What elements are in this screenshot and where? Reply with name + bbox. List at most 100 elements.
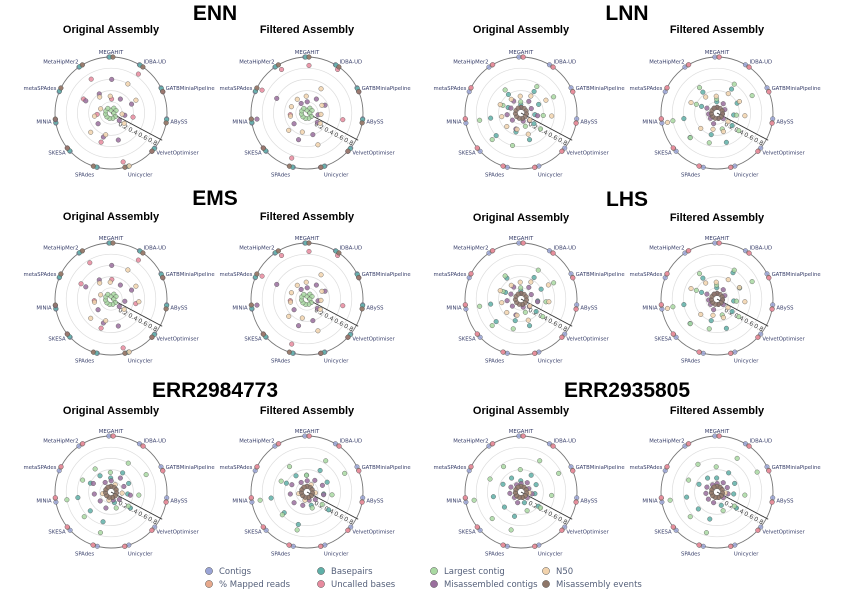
data-point xyxy=(490,441,496,447)
radial-tick-label: 0.6 xyxy=(137,317,149,328)
data-point xyxy=(551,280,557,286)
grid-ring xyxy=(683,458,751,526)
data-point xyxy=(556,470,562,476)
data-point xyxy=(755,148,761,154)
legend-item: Misassembly events xyxy=(542,580,642,590)
data-point xyxy=(313,282,319,288)
radial-tick-label: 0.8 xyxy=(147,323,159,334)
data-point xyxy=(287,491,293,497)
data-point xyxy=(318,272,324,278)
assembler-label: ABySS xyxy=(170,499,188,505)
data-point xyxy=(294,527,300,533)
data-point xyxy=(551,94,557,100)
data-point xyxy=(731,81,737,87)
data-point xyxy=(706,326,712,332)
data-point xyxy=(507,490,513,496)
data-point xyxy=(509,117,515,123)
legend-label: Misassembly events xyxy=(556,580,642,590)
data-point xyxy=(545,282,551,288)
radial-tick-label: 0.8 xyxy=(753,137,765,148)
data-point xyxy=(518,285,524,291)
legend-swatch xyxy=(542,580,550,588)
data-point xyxy=(304,99,310,105)
data-point xyxy=(525,317,531,323)
radial-tick-label: 0.6 xyxy=(547,510,559,521)
data-point xyxy=(704,105,710,111)
data-point xyxy=(468,271,474,277)
assembler-label: metaSPAdes xyxy=(24,86,57,92)
polar-panel: Filtered Assembly0.20.40.60.8MEGAHITIDBA… xyxy=(630,405,821,558)
data-point xyxy=(315,328,321,334)
assembler-label: VelvetOptimiser xyxy=(352,150,395,156)
data-point xyxy=(98,292,104,298)
data-point xyxy=(766,275,772,281)
data-point xyxy=(520,54,526,60)
data-point xyxy=(303,472,309,478)
assembler-label: Unicycler xyxy=(538,552,563,558)
data-point xyxy=(107,469,113,475)
radial-tick-label: 0.8 xyxy=(557,516,569,527)
panel-title: Original Assembly xyxy=(63,24,160,36)
data-point xyxy=(522,123,528,129)
data-point xyxy=(681,116,687,122)
data-point xyxy=(345,527,351,533)
dataset-title: ERR2984773 xyxy=(152,379,278,402)
data-point xyxy=(306,248,312,254)
data-point xyxy=(700,89,706,95)
grid-ring xyxy=(671,446,763,538)
data-point xyxy=(296,137,302,143)
assembler-label: IDBA-UD xyxy=(143,60,166,66)
data-point xyxy=(140,250,146,256)
data-point xyxy=(90,542,96,548)
data-point xyxy=(306,62,312,68)
assembler-label: ABySS xyxy=(580,306,598,312)
data-point xyxy=(531,88,537,94)
data-point xyxy=(340,117,346,123)
data-point xyxy=(122,298,128,304)
data-point xyxy=(291,500,297,506)
legend: Contigs Basepairs Largest contig N50 % Mappe… xyxy=(205,567,642,590)
data-point xyxy=(510,143,516,149)
data-point xyxy=(313,96,319,102)
legend-label: % Mapped reads xyxy=(219,580,291,590)
data-point xyxy=(294,96,300,102)
polar-panel: Filtered Assembly0.20.40.60.8MEGAHITIDBA… xyxy=(630,24,821,179)
assembler-label: MetaHipMer2 xyxy=(43,439,78,445)
data-point xyxy=(742,299,748,305)
data-point xyxy=(64,145,70,151)
data-point xyxy=(149,527,155,533)
assembler-label: metaSPAdes xyxy=(630,465,663,471)
polar-panel: Filtered Assembly0.20.40.60.8MEGAHITIDBA… xyxy=(220,24,411,179)
assembler-label: Unicycler xyxy=(734,552,759,558)
data-point xyxy=(107,93,113,99)
polar-panel: Original Assembly 0.20.40.60.8 MEGAHIT IDBA… xyxy=(434,405,625,558)
radial-tick-label: 0.6 xyxy=(333,131,345,142)
grid-ring xyxy=(671,253,763,345)
data-point xyxy=(497,288,503,294)
data-point xyxy=(697,85,703,91)
data-point xyxy=(286,127,292,133)
assembler-label: GATBMiniaPipeline xyxy=(166,465,215,471)
data-point xyxy=(533,308,539,314)
data-point xyxy=(279,252,285,258)
data-point xyxy=(559,148,565,154)
data-point xyxy=(336,64,342,70)
data-point xyxy=(538,505,544,511)
assembler-label: MetaHipMer2 xyxy=(43,60,78,66)
grid-ring xyxy=(487,458,555,526)
data-point xyxy=(725,277,731,283)
assembler-label: MetaHipMer2 xyxy=(453,60,488,66)
data-point xyxy=(501,504,507,510)
data-point xyxy=(329,492,335,498)
data-point xyxy=(729,308,735,314)
data-point xyxy=(254,85,260,91)
assembler-label: MEGAHIT xyxy=(99,50,124,56)
data-point xyxy=(312,497,318,503)
data-point xyxy=(115,323,121,329)
data-point xyxy=(746,250,752,256)
radial-tick-label: 0.2 xyxy=(527,500,539,511)
panel-title: Filtered Assembly xyxy=(670,212,765,224)
data-point xyxy=(113,505,119,511)
data-point xyxy=(681,302,687,308)
data-point xyxy=(723,325,729,331)
